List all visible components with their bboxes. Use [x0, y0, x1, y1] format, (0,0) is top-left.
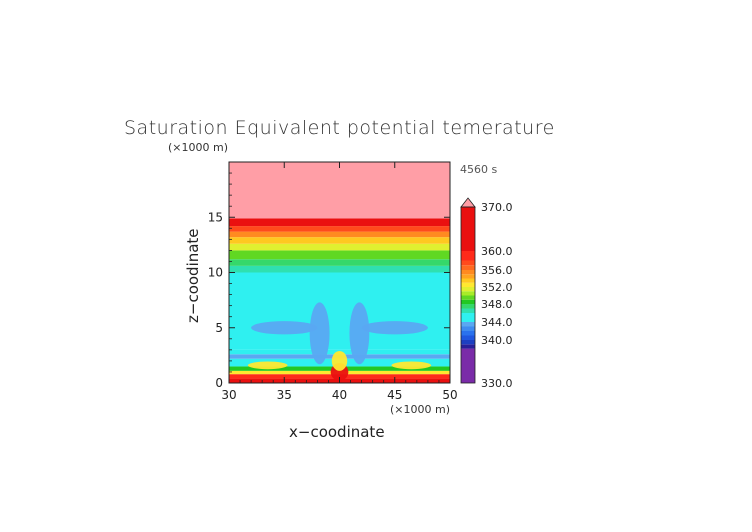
- colorbar-level-16: [461, 274, 475, 279]
- x-tick-label-2: 40: [332, 388, 347, 402]
- colorbar-level-9: [461, 304, 475, 309]
- field-band-7: [229, 272, 450, 350]
- field-band-10: [229, 250, 450, 260]
- time-label: 4560 s: [460, 163, 497, 176]
- field-band-13: [229, 231, 450, 238]
- chart-title: Saturation Equivalent potential temeratu…: [124, 117, 555, 139]
- colorbar-level-10: [461, 299, 475, 304]
- x-tick-label-4: 50: [442, 388, 457, 402]
- colorbar-tick-label-2: 356.0: [481, 264, 513, 277]
- y-tick-label-0: 0: [215, 376, 223, 390]
- x-unit-label: (×1000 m): [390, 403, 450, 416]
- colorbar-level-2: [461, 340, 475, 345]
- feature-blob-0: [251, 321, 318, 335]
- colorbar-level-17: [461, 270, 475, 275]
- y-unit-label: (×1000 m): [168, 141, 228, 154]
- x-tick-label-0: 30: [221, 388, 236, 402]
- colorbar-level-3: [461, 335, 475, 340]
- colorbar-level-18: [461, 265, 475, 270]
- field-band-12: [229, 237, 450, 244]
- colorbar-tick-label-3: 352.0: [481, 281, 513, 294]
- field-band-11: [229, 243, 450, 251]
- feature-plume-3: [349, 302, 370, 365]
- x-axis: 30 35 40 45 50: [221, 162, 458, 402]
- colorbar-level-4: [461, 331, 475, 336]
- colorbar-level-19: [461, 260, 475, 266]
- y-tick-label-2: 10: [208, 266, 223, 280]
- y-axis-label: z−coodinate: [184, 228, 202, 323]
- feature-plume-2: [309, 302, 330, 365]
- field-band-14: [229, 226, 450, 232]
- x-tick-label-3: 45: [387, 388, 402, 402]
- colorbar-level-6: [461, 322, 475, 327]
- colorbar-level-5: [461, 326, 475, 331]
- colorbar-tick-label-4: 348.0: [481, 298, 513, 311]
- field-band-16: [229, 162, 450, 219]
- y-axis: 0 5 10 15: [208, 172, 450, 390]
- colorbar-tick-label-0: 370.0: [481, 201, 513, 214]
- field-band-9: [229, 259, 450, 266]
- y-tick-label-1: 5: [215, 321, 223, 335]
- colorbar: 370.0 360.0 356.0 352.0 348.0 344.0 340.0 330.0: [460, 197, 513, 390]
- colorbar-tick-label-1: 360.0: [481, 245, 513, 258]
- x-tick-label-1: 35: [277, 388, 292, 402]
- feature-blob-7: [391, 361, 432, 370]
- colorbar-level-20: [461, 251, 475, 261]
- colorbar-level-21: [461, 207, 475, 251]
- field-band-8: [229, 265, 450, 273]
- plot-area: [229, 162, 450, 383]
- colorbar-level-11: [461, 295, 475, 300]
- x-axis-label: x−coodinate: [289, 423, 385, 441]
- colorbar-level-12: [461, 291, 475, 296]
- feature-blob-1: [361, 321, 428, 335]
- colorbar-frame: [460, 206, 476, 384]
- colorbar-level-1: [461, 344, 475, 349]
- colorbar-level-13: [461, 287, 475, 292]
- colorbar-tick-label-7: 330.0: [481, 377, 513, 390]
- colorbar-extend-triangle: [460, 197, 476, 208]
- feature-blob-6: [247, 361, 288, 370]
- feature-bump-5: [331, 350, 348, 371]
- features-layer: [247, 302, 432, 381]
- colorbar-level-8: [461, 308, 475, 313]
- colorbar-level-14: [461, 282, 475, 287]
- colorbar-level-15: [461, 278, 475, 283]
- colorbar-level-0: [461, 348, 475, 383]
- y-tick-label-3: 15: [208, 210, 223, 224]
- colorbar-tick-label-6: 340.0: [481, 334, 513, 347]
- field-band-15: [229, 218, 450, 227]
- colorbar-tick-label-5: 344.0: [481, 316, 513, 329]
- colorbar-level-7: [461, 313, 475, 322]
